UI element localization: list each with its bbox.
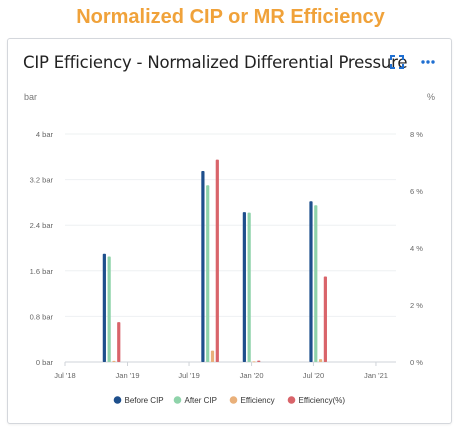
x-tick-label: Jul '18 xyxy=(54,371,75,380)
more-options-icon[interactable] xyxy=(419,53,437,71)
x-tick-label: Jul '19 xyxy=(178,371,199,380)
legend-label: Efficiency(%) xyxy=(299,396,346,405)
x-tick-label: Jul '20 xyxy=(303,371,324,380)
bar-before-cip[interactable] xyxy=(201,171,205,362)
y-left-tick-label: 3.2 bar xyxy=(30,176,54,185)
y-right-tick-label: 6 % xyxy=(410,187,423,196)
chart-plot: bar % 0 bar 0.8 bar 1.6 bar 2.4 bar 3.2 bar 4 b… xyxy=(24,92,435,405)
page-title: Normalized CIP or MR Efficiency xyxy=(76,6,385,28)
legend-swatch xyxy=(113,396,122,404)
chart-title: CIP Efficiency - Normalized Differential… xyxy=(23,53,408,72)
legend-item[interactable]: After CIP xyxy=(173,396,217,405)
legend-item[interactable]: Before CIP xyxy=(113,396,164,405)
expand-icon[interactable] xyxy=(388,53,406,71)
bar-after-cip[interactable] xyxy=(206,185,210,362)
bar-before-cip[interactable] xyxy=(309,201,313,362)
bar-efficiency[interactable] xyxy=(210,350,215,362)
legend-item[interactable]: Efficiency(%) xyxy=(287,396,346,405)
bar-after-cip[interactable] xyxy=(314,205,318,362)
legend-label: After CIP xyxy=(185,396,217,405)
right-axis-unit: % xyxy=(427,92,435,102)
bar-efficiency[interactable] xyxy=(252,361,256,363)
y-right-tick-label: 0 % xyxy=(410,358,423,367)
bar-efficiency-pct[interactable] xyxy=(257,360,261,362)
y-left-tick-label: 2.4 bar xyxy=(30,221,54,230)
y-right-tick-label: 2 % xyxy=(410,301,423,310)
x-tick-label: Jan '21 xyxy=(364,371,388,380)
left-axis-unit: bar xyxy=(24,92,37,102)
bar-after-cip[interactable] xyxy=(247,212,251,362)
y-left-tick-label: 0 bar xyxy=(36,358,54,367)
bar-after-cip[interactable] xyxy=(107,256,111,362)
legend-item[interactable]: Efficiency xyxy=(229,396,275,405)
bar-efficiency[interactable] xyxy=(318,359,323,362)
bar-efficiency-pct[interactable] xyxy=(117,322,121,362)
legend-swatch xyxy=(173,396,182,404)
chart-card: CIP Efficiency - Normalized Differential… xyxy=(7,38,452,424)
y-right-tick-label: 8 % xyxy=(410,130,423,139)
bar-efficiency[interactable] xyxy=(112,360,116,362)
y-right-tick-label: 4 % xyxy=(410,244,423,253)
y-left-tick-label: 0.8 bar xyxy=(30,312,54,321)
y-left-tick-label: 4 bar xyxy=(36,130,54,139)
bar-before-cip[interactable] xyxy=(102,253,106,362)
bar-efficiency-pct[interactable] xyxy=(323,276,327,363)
x-tick-label: Jan '20 xyxy=(240,371,264,380)
legend-label: Before CIP xyxy=(125,396,164,405)
x-tick-label: Jan '19 xyxy=(116,371,140,380)
legend-swatch xyxy=(229,396,238,404)
bar-efficiency-pct[interactable] xyxy=(215,159,219,362)
legend-swatch xyxy=(287,396,296,404)
y-left-tick-label: 1.6 bar xyxy=(30,267,54,276)
legend-label: Efficiency xyxy=(241,396,275,405)
bar-before-cip[interactable] xyxy=(242,212,246,362)
